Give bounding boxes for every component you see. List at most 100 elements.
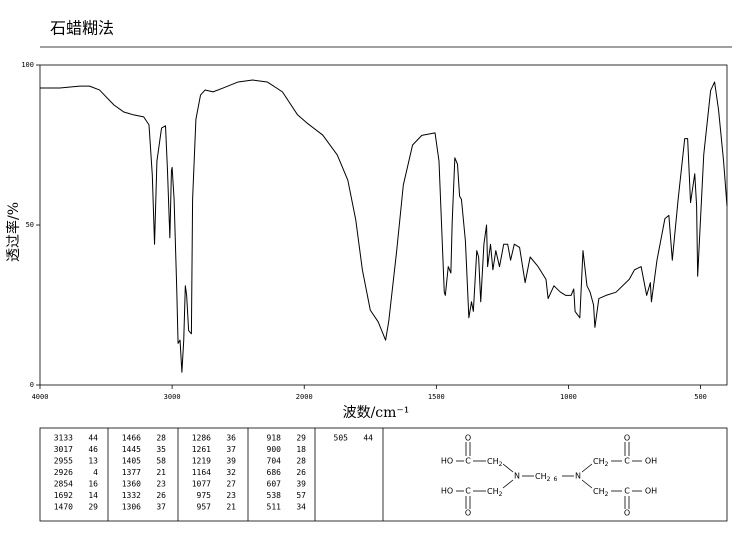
peak-transmittance: 39 (226, 457, 236, 466)
peak-transmittance: 37 (226, 445, 236, 454)
group: CH2 6 (535, 472, 557, 483)
peak-wavenumber: 1405 (122, 457, 141, 466)
peak-wavenumber: 957 (197, 503, 212, 512)
peak-transmittance: 18 (296, 445, 306, 454)
peak-transmittance: 14 (88, 491, 98, 500)
peak-wavenumber: 1164 (192, 468, 211, 477)
peak-transmittance: 16 (88, 480, 98, 489)
plot-frame (39, 64, 728, 386)
peak-wavenumber: 2854 (54, 480, 73, 489)
structure: O HO C CH2 N CH2 6 N CH2 C OH O HO C CH2 … (441, 434, 657, 518)
peak-wavenumber: 1077 (192, 480, 211, 489)
peak-table-frame (39, 427, 728, 522)
peak-wavenumber: 1692 (54, 491, 73, 500)
peak-wavenumber: 1360 (122, 480, 141, 489)
group: CH2 (487, 487, 503, 498)
peak-transmittance: 26 (156, 491, 166, 500)
peak-wavenumber: 1219 (192, 457, 211, 466)
peak-transmittance: 28 (156, 434, 166, 443)
peak-wavenumber: 3133 (54, 434, 73, 443)
atom: O (624, 434, 630, 443)
peak-transmittance: 44 (88, 434, 98, 443)
peak-wavenumber: 1332 (122, 491, 141, 500)
atom: CH (487, 457, 499, 466)
atom: CH (487, 487, 499, 496)
subscript: 2 (547, 476, 551, 483)
peak-wavenumber: 704 (267, 457, 282, 466)
x-axis-title: 波数/cm⁻¹ (343, 405, 410, 421)
subscript: 2 (605, 461, 609, 468)
peak-transmittance: 27 (226, 480, 236, 489)
atom: OH (645, 487, 657, 496)
x-tick-label: 500 (694, 393, 707, 401)
subscript: 6 (553, 476, 557, 483)
peak-wavenumber: 686 (267, 468, 282, 477)
peak-transmittance: 21 (156, 468, 166, 477)
peak-transmittance: 36 (226, 434, 236, 443)
peak-wavenumber: 1286 (192, 434, 211, 443)
peak-wavenumber: 1445 (122, 445, 141, 454)
peak-wavenumber: 918 (267, 434, 282, 443)
atom: O (465, 434, 471, 443)
peak-wavenumber: 975 (197, 491, 212, 500)
peak-wavenumber: 900 (267, 445, 282, 454)
atom: C (465, 487, 471, 496)
x-tick-label: 4000 (32, 393, 49, 401)
subscript: 2 (499, 461, 503, 468)
peak-wavenumber: 538 (267, 491, 282, 500)
peak-wavenumber: 511 (267, 503, 282, 512)
peak-transmittance: 34 (296, 503, 306, 512)
peak-transmittance: 29 (88, 503, 98, 512)
peak-transmittance: 39 (296, 480, 306, 489)
group: CH2 (593, 487, 609, 498)
peak-transmittance: 37 (156, 503, 166, 512)
peak-transmittance: 29 (296, 434, 306, 443)
atom: CH (593, 457, 605, 466)
peak-transmittance: 32 (226, 468, 236, 477)
peak-transmittance: 4 (93, 468, 98, 477)
x-tick-label: 1500 (428, 393, 445, 401)
peak-transmittance: 28 (296, 457, 306, 466)
peak-wavenumber: 2955 (54, 457, 73, 466)
atom: O (624, 509, 630, 518)
plot-area: 4000 3000 2000 1500 1000 500 0 50 100 (21, 61, 728, 401)
y-axis-title: 透过率/% (5, 202, 22, 262)
chart-title: 石蜡糊法 (50, 19, 114, 38)
peak-transmittance: 44 (363, 434, 373, 443)
peak-transmittance: 35 (156, 445, 166, 454)
group: CH2 (487, 457, 503, 468)
group: CH2 (593, 457, 609, 468)
y-tick-label: 100 (21, 61, 34, 69)
peak-transmittance: 23 (226, 491, 236, 500)
peak-wavenumber: 1470 (54, 503, 73, 512)
spectrum-line (40, 79, 728, 373)
peak-wavenumber: 1261 (192, 445, 211, 454)
peak-wavenumber: 505 (334, 434, 349, 443)
peak-transmittance: 58 (156, 457, 166, 466)
atom: O (465, 509, 471, 518)
x-tick-label: 2000 (296, 393, 313, 401)
bonds (456, 442, 642, 509)
atom: HO (441, 457, 453, 466)
peak-transmittance: 26 (296, 468, 306, 477)
atom: CH (535, 472, 547, 481)
peak-wavenumber: 1377 (122, 468, 141, 477)
peak-wavenumber: 1466 (122, 434, 141, 443)
atom: HO (441, 487, 453, 496)
atom: N (575, 472, 581, 481)
peak-wavenumber: 607 (267, 480, 282, 489)
subscript: 2 (605, 491, 609, 498)
y-tick-label: 0 (30, 381, 34, 389)
atom: OH (645, 457, 657, 466)
atom: C (624, 457, 630, 466)
atom: N (514, 472, 520, 481)
peak-transmittance: 23 (156, 480, 166, 489)
y-tick-label: 50 (26, 221, 34, 229)
x-tick-label: 3000 (164, 393, 181, 401)
peak-transmittance: 21 (226, 503, 236, 512)
x-tick-label: 1000 (560, 393, 577, 401)
atom: C (624, 487, 630, 496)
